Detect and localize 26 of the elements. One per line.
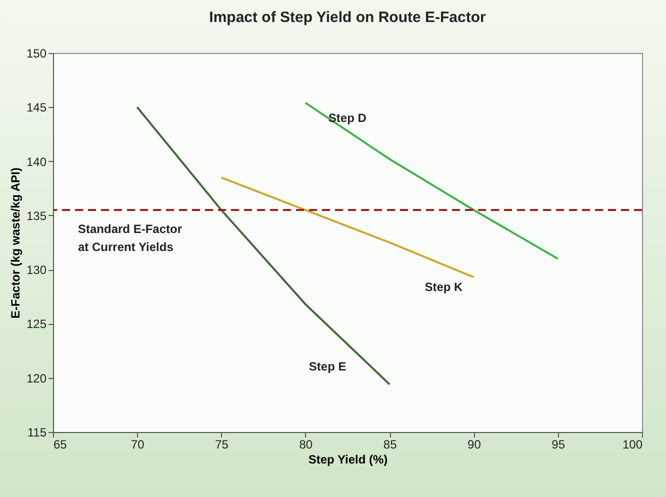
x-tick-label: 95 — [552, 438, 566, 452]
line-series — [136, 106, 391, 386]
y-tick-label: 145 — [26, 100, 47, 115]
y-tick-label: 130 — [26, 263, 47, 278]
ref-line-label: Standard E-Factor at Current Yields — [78, 222, 182, 254]
y-tick-label: 125 — [26, 317, 47, 332]
line-series — [220, 176, 475, 278]
series-label: Step E — [308, 359, 346, 374]
x-tick-label: 70 — [130, 438, 145, 452]
series-label: Step K — [424, 280, 464, 294]
x-tick-label: 100 — [622, 438, 643, 452]
x-axis-title: Step Yield (%) — [308, 452, 388, 466]
x-tick-label: 90 — [468, 438, 482, 452]
line-series — [304, 102, 559, 260]
y-axis-title: E-Factor (kg waste/kg API) — [8, 168, 22, 318]
x-tick-label: 80 — [299, 438, 313, 452]
x-tick-label: 65 — [54, 438, 68, 452]
y-tick-label: 140 — [26, 154, 47, 169]
y-tick-label: 120 — [26, 371, 47, 386]
y-tick-label: 135 — [26, 208, 47, 223]
chart-title: Impact of Step Yield on Route E-Factor — [209, 9, 486, 26]
series-label: Step D — [328, 110, 367, 125]
x-tick-label: 85 — [383, 438, 398, 452]
y-tick-label: 150 — [26, 46, 47, 60]
x-tick-label: 75 — [215, 438, 229, 452]
y-tick-label: 115 — [27, 426, 47, 440]
